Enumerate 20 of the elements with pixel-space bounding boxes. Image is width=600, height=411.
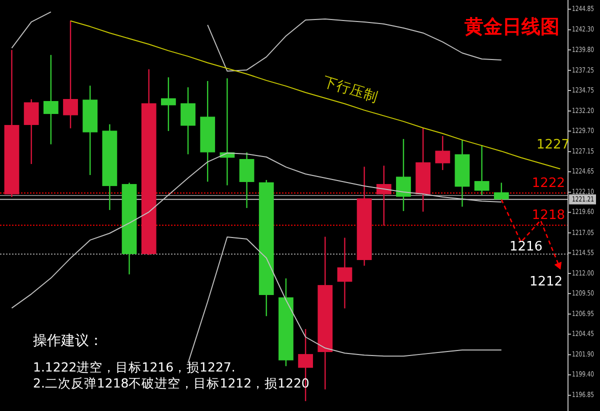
candlestick (161, 76, 176, 132)
candlestick (24, 98, 39, 165)
candlestick (376, 165, 392, 226)
annotation: 1.1222进空，目标1216，损1227. (33, 359, 236, 374)
annotation: 1212 (529, 274, 563, 290)
candlestick (63, 20, 78, 129)
annotation: 操作建议： (33, 332, 103, 349)
candlestick (494, 182, 509, 201)
candlestick (474, 144, 490, 196)
annotation: 1216 (509, 240, 543, 255)
ref-line-label: 1222 (532, 176, 565, 192)
candlestick (337, 237, 352, 309)
candlestick (435, 135, 450, 171)
candlestick (180, 86, 196, 155)
ref-line-label: 1218 (532, 208, 565, 224)
text: 黄金日线图 (464, 16, 560, 38)
candlestick (396, 138, 411, 212)
annotation: 下行压制 (320, 74, 380, 106)
candlestick (239, 152, 254, 209)
candlestick (43, 54, 58, 145)
